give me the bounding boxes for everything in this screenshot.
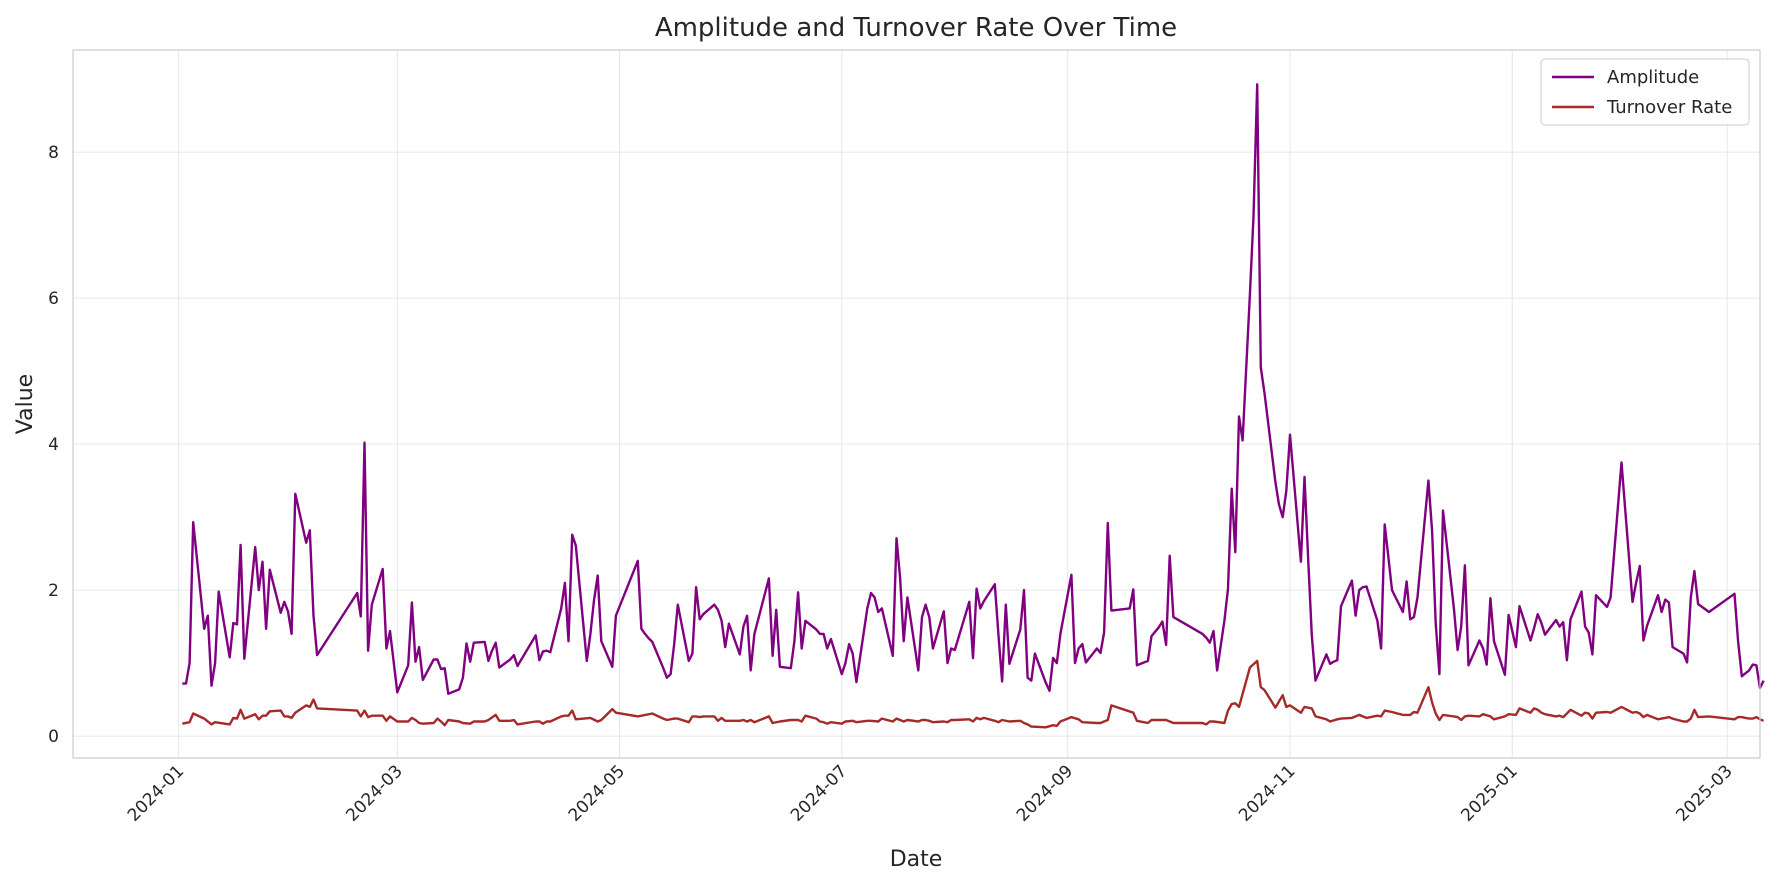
plot-frame bbox=[72, 49, 1761, 759]
y-tick-label: 6 bbox=[48, 289, 59, 309]
y-tick-label: 2 bbox=[48, 581, 59, 601]
y-tick-label: 8 bbox=[48, 143, 59, 163]
legend-box bbox=[1540, 58, 1750, 126]
legend-label: Turnover Rate bbox=[1606, 97, 1732, 118]
grid bbox=[73, 50, 1760, 758]
x-axis-title: Date bbox=[890, 847, 943, 872]
chart-title: Amplitude and Turnover Rate Over Time bbox=[655, 13, 1177, 43]
series-line-turnover-rate bbox=[182, 659, 1765, 729]
y-axis-title: Value bbox=[13, 374, 38, 434]
y-tick-label: 0 bbox=[48, 727, 59, 747]
series-lines bbox=[182, 83, 1765, 729]
y-tick-label: 4 bbox=[48, 435, 59, 455]
legend: Amplitude Turnover Rate bbox=[1540, 58, 1750, 126]
y-axis-ticks: 0 2 4 6 8 bbox=[48, 143, 59, 747]
series-line-amplitude bbox=[182, 83, 1765, 695]
legend-label: Amplitude bbox=[1607, 67, 1699, 88]
